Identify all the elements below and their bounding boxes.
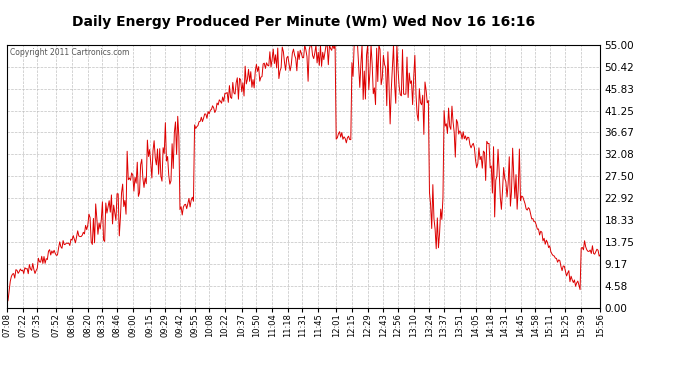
Text: Daily Energy Produced Per Minute (Wm) Wed Nov 16 16:16: Daily Energy Produced Per Minute (Wm) We…: [72, 15, 535, 29]
Text: Copyright 2011 Cartronics.com: Copyright 2011 Cartronics.com: [10, 48, 129, 57]
